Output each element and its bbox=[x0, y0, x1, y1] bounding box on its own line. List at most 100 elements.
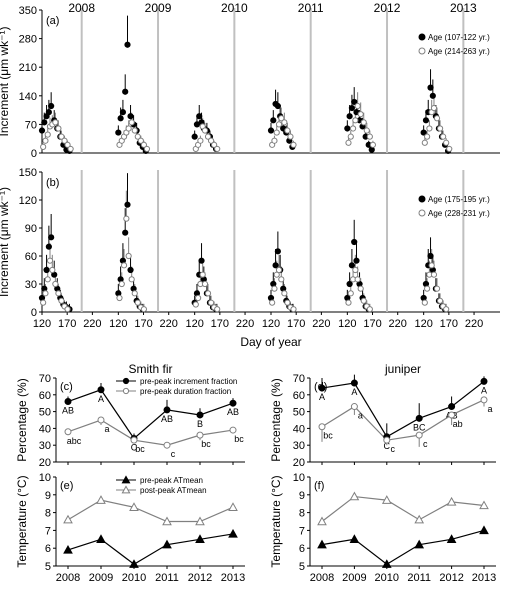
data-point bbox=[128, 119, 135, 126]
data-point bbox=[63, 544, 73, 554]
data-point bbox=[349, 491, 360, 501]
x-tick-label: 2011 bbox=[407, 572, 431, 584]
x-tick-label: 220 bbox=[465, 318, 483, 330]
panel-title: juniper bbox=[384, 362, 421, 376]
y-tick-label: 40 bbox=[39, 423, 51, 435]
data-point bbox=[140, 141, 148, 148]
significance-label: c bbox=[391, 444, 396, 454]
data-point bbox=[345, 139, 352, 146]
series-line bbox=[321, 495, 485, 522]
data-point bbox=[131, 290, 138, 297]
y-tick-label: 7 bbox=[299, 525, 305, 537]
y-tick-label: 40 bbox=[293, 423, 305, 435]
data-point bbox=[424, 133, 431, 140]
y-tick-label: 60 bbox=[293, 390, 305, 402]
x-tick-label: 2013 bbox=[221, 572, 245, 584]
significance-label: A bbox=[98, 394, 104, 404]
data-point bbox=[368, 146, 375, 153]
data-point bbox=[479, 500, 489, 510]
data-point bbox=[122, 229, 129, 236]
data-point bbox=[46, 257, 54, 264]
data-point bbox=[140, 306, 148, 313]
data-point bbox=[96, 495, 106, 504]
x-tick-label: 220 bbox=[83, 318, 101, 330]
x-axis-label: Day of year bbox=[240, 335, 301, 349]
data-point bbox=[45, 109, 52, 116]
data-point bbox=[48, 234, 55, 241]
data-point bbox=[97, 416, 105, 424]
panel-f: 5 6 7 8 9 10 2008 2009 2010 2011 2012 2013 (f) Temper… bbox=[269, 472, 496, 584]
data-point bbox=[369, 141, 377, 148]
data-point bbox=[363, 127, 370, 134]
x-tick-label: 120 bbox=[338, 318, 356, 330]
legend-marker bbox=[418, 209, 426, 217]
significance-label: bc bbox=[323, 431, 333, 441]
data-point bbox=[350, 403, 358, 411]
data-point bbox=[40, 143, 47, 150]
data-point bbox=[197, 137, 204, 144]
data-point bbox=[346, 113, 353, 120]
y-tick-label: 50 bbox=[293, 407, 305, 419]
data-point bbox=[55, 290, 62, 297]
data-point bbox=[348, 104, 356, 112]
data-point bbox=[290, 306, 297, 313]
data-point bbox=[446, 534, 457, 543]
data-point bbox=[366, 133, 373, 140]
data-point bbox=[195, 534, 205, 543]
data-point bbox=[448, 403, 456, 411]
year-label: 2013 bbox=[450, 1, 477, 15]
data-point bbox=[163, 406, 171, 414]
y-tick-label: 8 bbox=[299, 508, 305, 520]
x-tick-label: 120 bbox=[109, 318, 127, 330]
year-label: 2011 bbox=[298, 1, 324, 15]
data-point bbox=[192, 301, 199, 308]
data-point bbox=[429, 92, 436, 99]
data-point bbox=[318, 384, 326, 392]
data-point bbox=[440, 133, 447, 140]
legend-marker bbox=[121, 475, 131, 484]
data-point bbox=[479, 525, 489, 535]
data-point bbox=[273, 129, 280, 136]
data-point bbox=[41, 119, 48, 126]
data-point bbox=[116, 294, 123, 302]
data-point bbox=[201, 280, 209, 288]
data-point bbox=[318, 423, 326, 431]
data-point bbox=[61, 137, 68, 144]
data-point bbox=[123, 215, 130, 222]
y-axis-label: Temperature (°C) bbox=[15, 475, 29, 567]
data-point bbox=[130, 436, 138, 444]
data-point bbox=[351, 238, 358, 246]
data-point bbox=[271, 285, 278, 292]
data-point bbox=[275, 121, 283, 128]
y-tick-label: 6 bbox=[45, 543, 51, 555]
x-tick-label: 2010 bbox=[122, 572, 146, 584]
y-axis-label: Percentage (%) bbox=[269, 378, 283, 461]
data-point bbox=[122, 88, 129, 95]
data-point bbox=[229, 399, 237, 407]
year-label: 2008 bbox=[68, 1, 95, 15]
y-tick-label: 140 bbox=[19, 91, 37, 103]
legend-marker bbox=[122, 387, 130, 395]
data-point bbox=[228, 502, 238, 511]
data-point bbox=[446, 496, 457, 506]
y-tick-label: 8 bbox=[45, 508, 51, 520]
y-axis-label: Percentage (%) bbox=[15, 378, 29, 461]
significance-label: C bbox=[131, 442, 138, 452]
x-tick-label: 220 bbox=[389, 318, 407, 330]
y-tick-label: 0 bbox=[31, 307, 37, 319]
y-axis-label: Temperature (°C) bbox=[269, 475, 283, 567]
data-point bbox=[64, 306, 71, 313]
data-point bbox=[49, 266, 56, 274]
data-point bbox=[422, 117, 430, 124]
data-point bbox=[45, 243, 52, 250]
data-point bbox=[281, 119, 288, 126]
data-point bbox=[351, 98, 358, 106]
y-axis-label: Increment (μm wk⁻¹) bbox=[0, 27, 11, 137]
data-point bbox=[191, 133, 198, 140]
data-point bbox=[115, 129, 122, 136]
y-tick-label: 9 bbox=[45, 490, 51, 502]
data-point bbox=[352, 266, 359, 274]
data-point bbox=[271, 137, 278, 144]
data-point bbox=[357, 111, 364, 118]
